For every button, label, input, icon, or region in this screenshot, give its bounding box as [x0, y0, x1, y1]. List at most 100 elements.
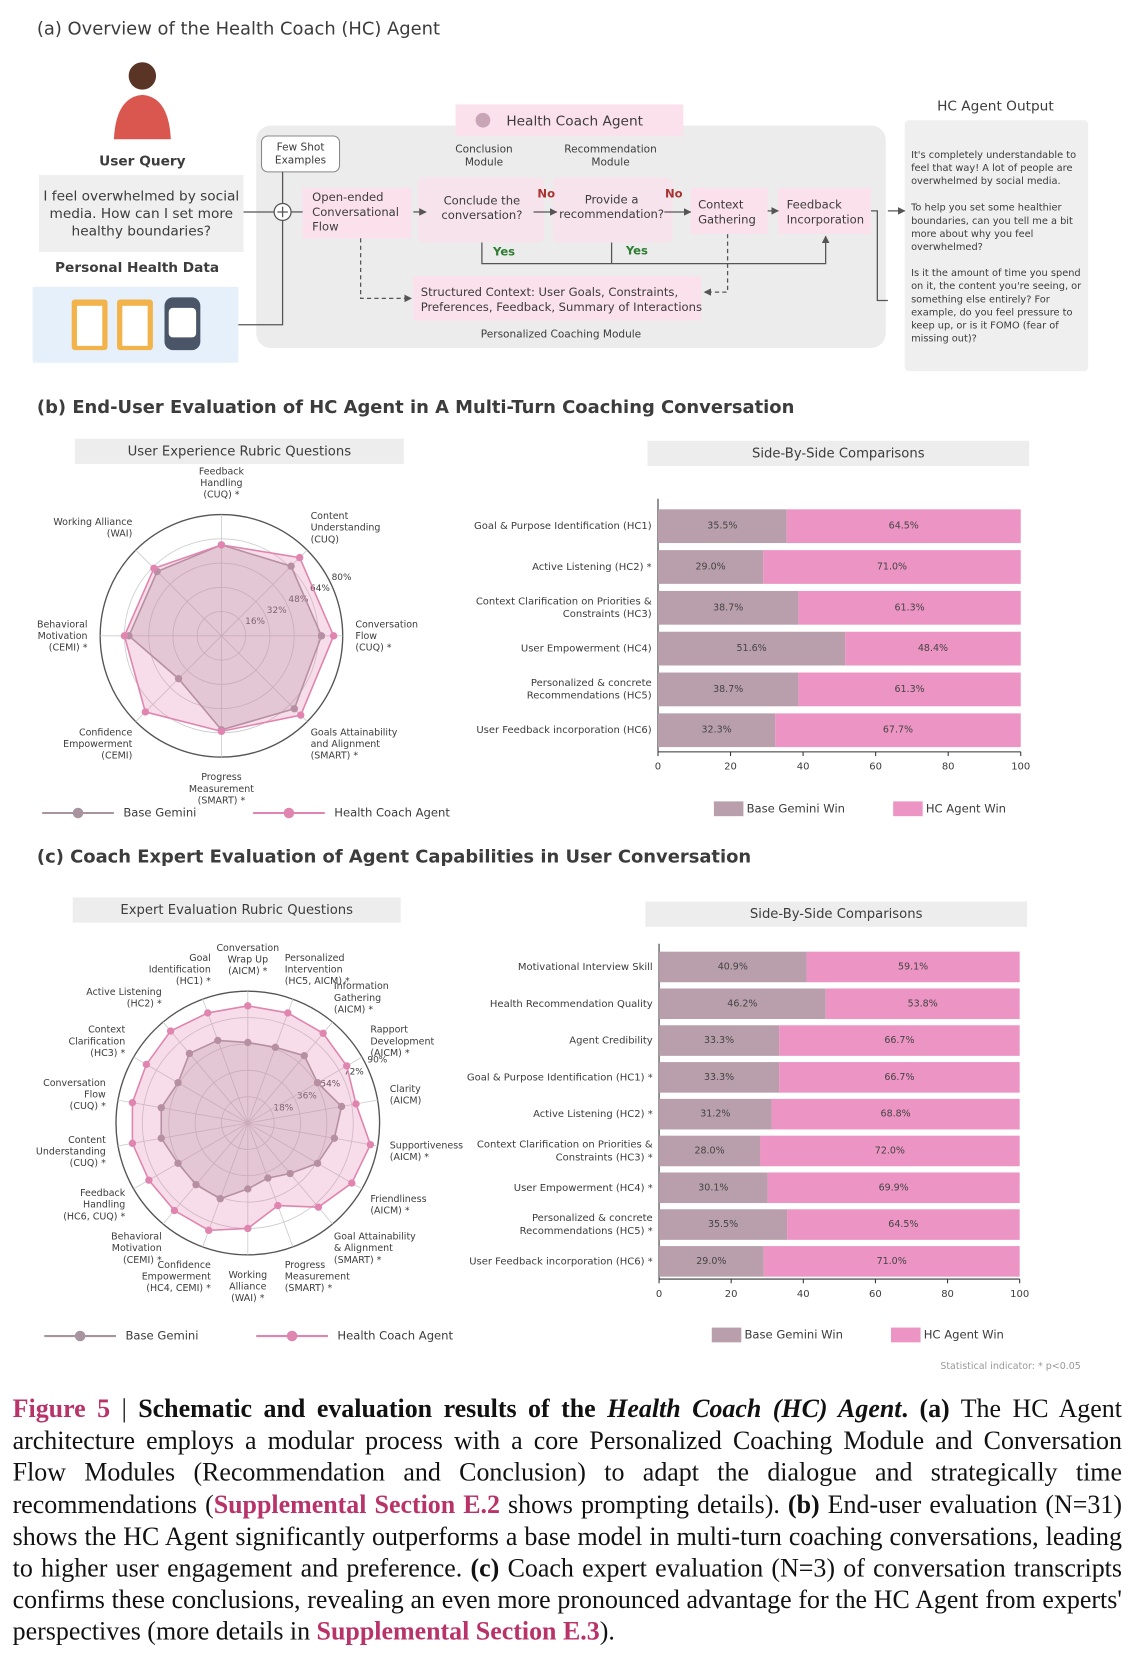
header-box: [647, 440, 1030, 467]
legend-label: Base Gemini: [125, 1329, 198, 1343]
value-label: 61.3%: [894, 602, 924, 613]
category-label: Context Clarification on Priorities & Con…: [477, 1140, 653, 1164]
ring-label: 16%: [245, 617, 265, 627]
x-tick-label: 60: [869, 762, 882, 773]
value-label: 30.1%: [698, 1182, 728, 1193]
stat-note: Statistical indicator: * p<0.05: [940, 1361, 1081, 1372]
decision: Provide a recommendation?: [559, 192, 664, 221]
caption-plain: |: [110, 1395, 139, 1424]
bar-segment: [825, 988, 1020, 1020]
legend-label: Base Gemini Win: [747, 801, 845, 815]
radar-point: [330, 1134, 339, 1142]
radar-point: [314, 1203, 323, 1211]
x-tick-label: 0: [656, 1289, 662, 1300]
value-label: 67.7%: [883, 725, 913, 736]
caption-link[interactable]: Supplemental Section E.3: [316, 1618, 600, 1647]
radar-point: [244, 1224, 252, 1233]
axis-label: Goal Attainability & Alignment (SMART) *: [334, 1231, 416, 1265]
panel-title: (b) End-User Evaluation of HC Agent in A…: [37, 397, 794, 418]
value-label: 72.0%: [875, 1145, 905, 1156]
category-label: Health Recommendation Quality: [490, 999, 653, 1010]
x-tick-label: 100: [1011, 762, 1030, 773]
radar-point: [244, 1002, 252, 1010]
value-label: 33.3%: [704, 1035, 734, 1046]
x-tick-label: 40: [797, 762, 810, 773]
label: User Query: [99, 153, 185, 169]
value-label: 68.8%: [881, 1109, 911, 1120]
radar-point: [205, 1226, 213, 1235]
value-label: 33.3%: [704, 1072, 734, 1083]
caption-bold: (a): [919, 1395, 950, 1424]
bar-segment: [786, 509, 1021, 544]
output-text: It's completely understandable to feel th…: [911, 150, 1076, 187]
caption-plain: ).: [599, 1618, 615, 1647]
legend-label: HC Agent Win: [926, 801, 1006, 815]
radar-point: [287, 562, 295, 570]
value-label: 46.2%: [727, 998, 757, 1009]
axis-label: Conversation Wrap Up (AICM) *: [216, 942, 279, 976]
value-label: 40.9%: [718, 961, 748, 972]
ring-label: 64%: [310, 584, 330, 594]
bar-segment: [657, 509, 787, 544]
radar-point: [348, 1179, 356, 1187]
spoke: [117, 1099, 248, 1124]
chart-header: Side-By-Side Comparisons: [752, 446, 925, 461]
x-tick-label: 20: [724, 762, 737, 773]
chart-header: Expert Evaluation Rubric Questions: [120, 903, 353, 918]
value-label: 64.5%: [888, 1219, 918, 1230]
radar-point: [157, 1104, 165, 1112]
spoke: [202, 999, 249, 1124]
radar-point: [271, 1043, 280, 1052]
radar-point: [295, 553, 304, 562]
ring-label: 54%: [320, 1079, 340, 1089]
legend-marker: [74, 1330, 86, 1342]
bar-segment: [659, 1025, 780, 1056]
radar-point: [297, 711, 305, 719]
x-tick-label: 20: [725, 1289, 738, 1300]
agent-title: Health Coach Agent: [506, 113, 643, 129]
radar-point: [142, 1060, 151, 1069]
bar-segment: [657, 550, 764, 584]
header-box: [74, 438, 404, 464]
module-label: Personalized Coaching Module: [481, 328, 641, 340]
value-label: 38.7%: [713, 684, 743, 695]
radar-point: [217, 541, 226, 549]
bar-segment: [659, 1098, 772, 1130]
axis-label: Confidence Empowerment (CEMI): [63, 727, 132, 761]
spoke: [247, 999, 294, 1124]
legend-swatch: [893, 801, 923, 817]
output-title: HC Agent Output: [937, 99, 1054, 115]
axis-label: Content Understanding (CUQ): [311, 511, 381, 545]
module-label: Conclusion Module: [455, 144, 512, 169]
diagram-arrows: [238, 171, 904, 326]
value-label: 69.9%: [879, 1182, 909, 1193]
caption-label: Figure 5: [12, 1395, 111, 1424]
radar-point: [174, 675, 183, 683]
bar-segment: [657, 631, 846, 666]
value-label: 29.0%: [696, 1256, 726, 1267]
radar-point: [290, 705, 299, 713]
category-label: Active Listening (HC2) *: [532, 562, 652, 573]
value-label: 38.7%: [713, 602, 743, 613]
radar-area: [131, 1005, 372, 1232]
header-box: [72, 897, 401, 923]
category-label: Motivational Interview Skill: [518, 962, 653, 973]
bar-segment: [763, 550, 1021, 584]
category-label: Active Listening (HC2) *: [533, 1109, 653, 1120]
panel-title: (c) Coach Expert Evaluation of Agent Cap…: [37, 846, 751, 867]
bar-segment: [659, 1172, 768, 1204]
radar-point: [174, 1159, 182, 1167]
chart-header: User Experience Rubric Questions: [128, 444, 352, 459]
spoke: [247, 1056, 363, 1124]
value-label: 71.0%: [877, 561, 907, 572]
x-tick-label: 80: [941, 1289, 954, 1300]
legend-label: Base Gemini: [123, 806, 196, 820]
radar-point: [145, 1176, 153, 1184]
branch-label: No: [665, 187, 683, 201]
legend-label: HC Agent Win: [924, 1327, 1004, 1341]
bar-segment: [760, 1135, 1020, 1167]
radar-point: [214, 1036, 222, 1045]
caption-link[interactable]: Supplemental Section E.2: [213, 1490, 501, 1520]
radar-point: [128, 1139, 137, 1148]
